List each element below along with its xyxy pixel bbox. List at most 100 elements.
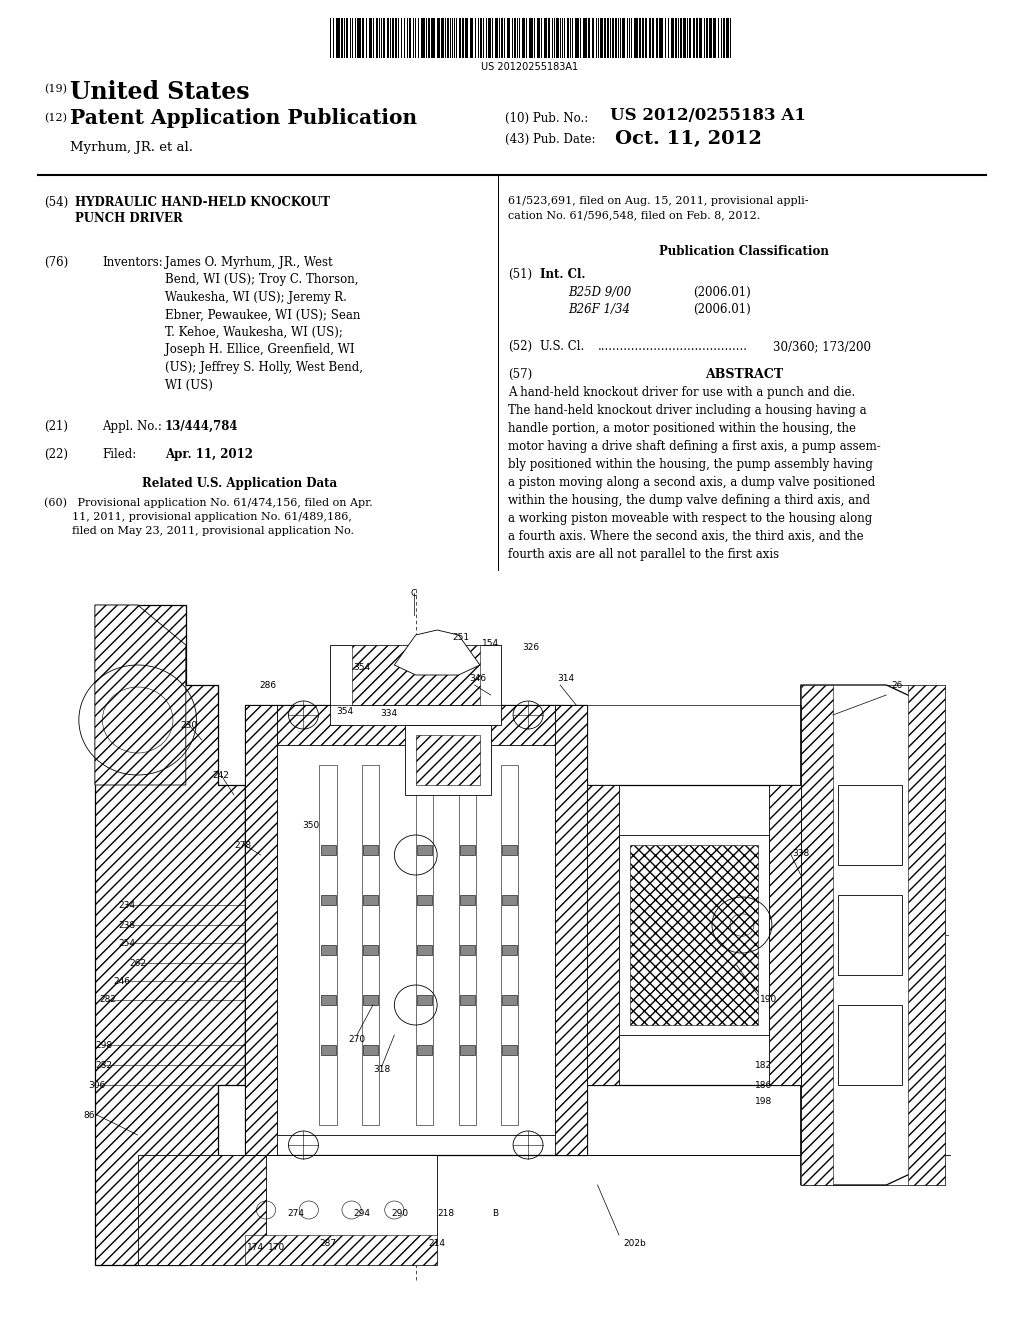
Bar <box>571 18 573 58</box>
Text: 306: 306 <box>88 1081 105 1089</box>
Bar <box>276 725 555 1135</box>
Bar <box>525 18 527 58</box>
Bar <box>723 18 725 58</box>
Bar <box>683 18 685 58</box>
Bar <box>555 705 587 1155</box>
Bar <box>351 645 480 705</box>
Text: (2006.01): (2006.01) <box>693 304 751 315</box>
Bar <box>729 18 731 58</box>
Bar <box>400 18 402 58</box>
Bar <box>618 836 769 1035</box>
Bar <box>459 766 475 1125</box>
Bar <box>587 785 618 1085</box>
Bar <box>357 18 361 58</box>
Bar <box>556 18 559 58</box>
Bar <box>587 785 801 1085</box>
Bar <box>336 18 340 58</box>
Bar <box>369 18 372 58</box>
Bar <box>801 685 833 1185</box>
Bar <box>528 18 532 58</box>
Text: (22): (22) <box>44 447 68 461</box>
Bar <box>276 705 555 744</box>
Bar <box>386 18 388 58</box>
Bar <box>492 18 493 58</box>
Bar <box>537 18 540 58</box>
Bar <box>655 18 657 58</box>
Bar <box>507 18 510 58</box>
Text: 290: 290 <box>391 1209 409 1217</box>
Text: United States: United States <box>70 81 250 104</box>
Bar <box>364 895 378 906</box>
Text: 294: 294 <box>353 1209 371 1217</box>
Bar <box>671 18 674 58</box>
Text: (52): (52) <box>508 341 532 352</box>
Text: 242: 242 <box>213 771 229 780</box>
Text: 334: 334 <box>381 709 397 718</box>
Bar <box>364 995 378 1005</box>
Bar <box>501 18 503 58</box>
Text: (60)   Provisional application No. 61/474,156, filed on Apr.
        11, 2011, p: (60) Provisional application No. 61/474,… <box>44 498 373 536</box>
Text: 270: 270 <box>348 1035 366 1044</box>
Bar <box>588 18 590 58</box>
Text: 314: 314 <box>557 673 574 682</box>
Bar <box>607 18 608 58</box>
Bar <box>769 785 801 1085</box>
Bar <box>381 18 382 58</box>
Text: 254: 254 <box>119 939 135 948</box>
Bar <box>440 18 443 58</box>
Text: (54): (54) <box>44 195 69 209</box>
Text: 246: 246 <box>113 977 130 986</box>
Bar <box>487 18 490 58</box>
Bar <box>699 18 702 58</box>
Text: 251: 251 <box>453 632 469 642</box>
Bar <box>345 18 347 58</box>
Bar <box>725 18 728 58</box>
Bar <box>321 945 336 954</box>
Bar <box>634 18 638 58</box>
Bar <box>389 18 391 58</box>
Bar <box>406 725 490 795</box>
Bar <box>658 18 663 58</box>
Bar <box>713 18 716 58</box>
Bar <box>548 18 550 58</box>
Bar <box>321 995 336 1005</box>
Bar <box>652 18 654 58</box>
Bar <box>245 1155 437 1265</box>
Text: B26F 1/34: B26F 1/34 <box>568 304 630 315</box>
Bar <box>446 18 449 58</box>
Text: 354: 354 <box>353 663 371 672</box>
Bar <box>460 945 474 954</box>
Bar <box>392 18 393 58</box>
Bar <box>394 18 396 58</box>
Text: 170: 170 <box>268 1242 286 1251</box>
Bar <box>541 18 542 58</box>
Bar <box>362 766 379 1125</box>
Text: 230: 230 <box>180 721 198 730</box>
Text: 262: 262 <box>129 958 146 968</box>
Text: 30/360; 173/200: 30/360; 173/200 <box>773 341 871 352</box>
Bar <box>430 18 434 58</box>
Text: 238: 238 <box>119 920 135 929</box>
Text: 86: 86 <box>84 1110 95 1119</box>
Bar <box>409 18 411 58</box>
Bar <box>383 18 384 58</box>
Bar <box>552 18 553 58</box>
Bar <box>407 18 408 58</box>
Bar <box>502 766 518 1125</box>
Bar <box>417 945 432 954</box>
Text: 278: 278 <box>233 841 251 850</box>
Bar <box>321 845 336 855</box>
Bar <box>460 1045 474 1055</box>
Bar <box>503 895 517 906</box>
Bar <box>416 735 480 785</box>
Bar <box>503 945 517 954</box>
Bar <box>456 18 457 58</box>
Bar <box>642 18 644 58</box>
Text: (57): (57) <box>508 368 532 381</box>
Text: 202b: 202b <box>624 1238 646 1247</box>
Text: 282: 282 <box>99 995 117 1005</box>
Bar <box>649 18 651 58</box>
Text: 234: 234 <box>119 900 135 909</box>
Bar <box>575 18 579 58</box>
Bar <box>428 18 429 58</box>
